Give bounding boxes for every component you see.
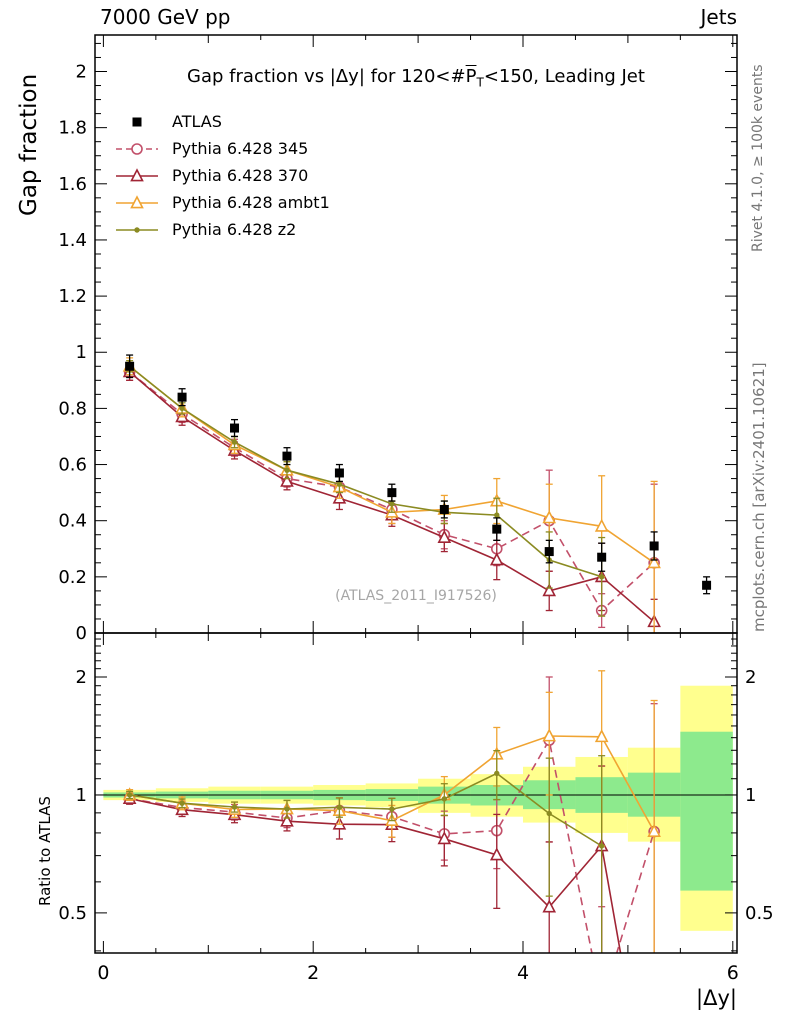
svg-text:4: 4: [517, 962, 529, 984]
svg-text:2: 2: [745, 667, 756, 688]
legend-item-2: Pythia 6.428 370: [114, 162, 330, 189]
svg-text:0.5: 0.5: [58, 903, 87, 924]
rivet-version-label: Rivet 4.1.0, ≥ 100k events: [750, 64, 766, 252]
svg-text:0.8: 0.8: [58, 398, 87, 419]
svg-text:1: 1: [76, 785, 87, 806]
triangle-marker-icon: [116, 167, 158, 181]
plot-title-suffix: <150, Leading Jet: [483, 66, 645, 87]
axis-ticks: [95, 35, 737, 953]
series-ratio-pythia-6-428-345: [123, 676, 660, 953]
series-ratio-pythia-6-428-z2: [126, 749, 606, 953]
svg-text:1.8: 1.8: [58, 118, 87, 139]
plot-title-overline: P: [465, 66, 477, 87]
svg-text:0: 0: [76, 623, 87, 644]
triangle-marker-icon: [116, 194, 158, 208]
series-main-pythia-6-428-z2: [126, 360, 606, 617]
svg-text:1.6: 1.6: [58, 174, 87, 195]
mcplots-arxiv-label: mcplots.cern.ch [arXiv:2401.10621]: [750, 362, 768, 632]
legend-label: Pythia 6.428 z2: [172, 220, 297, 239]
legend-item-0: ATLAS: [114, 108, 330, 135]
legend-item-1: Pythia 6.428 345: [114, 135, 330, 162]
main-y-axis-label: Gap fraction: [16, 73, 42, 216]
legend-label: ATLAS: [172, 112, 222, 131]
ratio-panel-frame: [94, 632, 738, 954]
dot-marker-icon: [116, 226, 158, 233]
ratio-y-axis-label: Ratio to ATLAS: [36, 796, 54, 906]
svg-text:2: 2: [76, 667, 87, 688]
beam-energy-label: 7000 GeV pp: [100, 5, 231, 29]
svg-text:2: 2: [76, 61, 87, 82]
ratio-uncertainty-bands: [103, 685, 733, 931]
svg-text:0: 0: [97, 962, 109, 984]
analysis-id-watermark: (ATLAS_2011_I917526): [335, 588, 497, 604]
svg-text:0.2: 0.2: [58, 567, 87, 588]
analysis-group-label: Jets: [700, 5, 737, 29]
svg-text:0.4: 0.4: [58, 511, 87, 532]
svg-text:1.4: 1.4: [58, 230, 87, 251]
svg-text:0.5: 0.5: [745, 903, 774, 924]
legend: ATLAS Pythia 6.428 345 Pythia 6.428 370 Pyt…: [114, 108, 330, 243]
legend-item-3: Pythia 6.428 ambt1: [114, 189, 330, 216]
plot-title-prefix: Gap fraction vs |Δy| for 120<#: [187, 66, 466, 87]
legend-label: Pythia 6.428 370: [172, 166, 309, 185]
legend-label: Pythia 6.428 345: [172, 139, 309, 158]
plot-title: Gap fraction vs |Δy| for 120<#PT<150, Le…: [95, 66, 737, 90]
plot-title-subscript: T: [476, 75, 484, 90]
svg-text:1: 1: [76, 342, 87, 363]
svg-text:2: 2: [307, 962, 319, 984]
legend-item-4: Pythia 6.428 z2: [114, 216, 330, 243]
series-ratio-pythia-6-428-ambt1: [122, 670, 661, 953]
x-axis-label: |Δy|: [696, 986, 737, 1010]
circle-marker-icon: [116, 142, 158, 155]
svg-text:1.2: 1.2: [58, 286, 87, 307]
square-marker-icon: [132, 117, 142, 126]
series-main-atlas: [125, 354, 712, 595]
svg-text:0.6: 0.6: [58, 455, 87, 476]
svg-text:1: 1: [745, 785, 756, 806]
legend-label: Pythia 6.428 ambt1: [172, 193, 330, 212]
svg-text:6: 6: [727, 962, 739, 984]
axis-tick-labels: 0 0.2 0.4 0.6 0.8 1 1.2 1.4 1.6 1.8 2 0.5 0.5 1 1 2 2 0 2 4…: [58, 61, 773, 984]
